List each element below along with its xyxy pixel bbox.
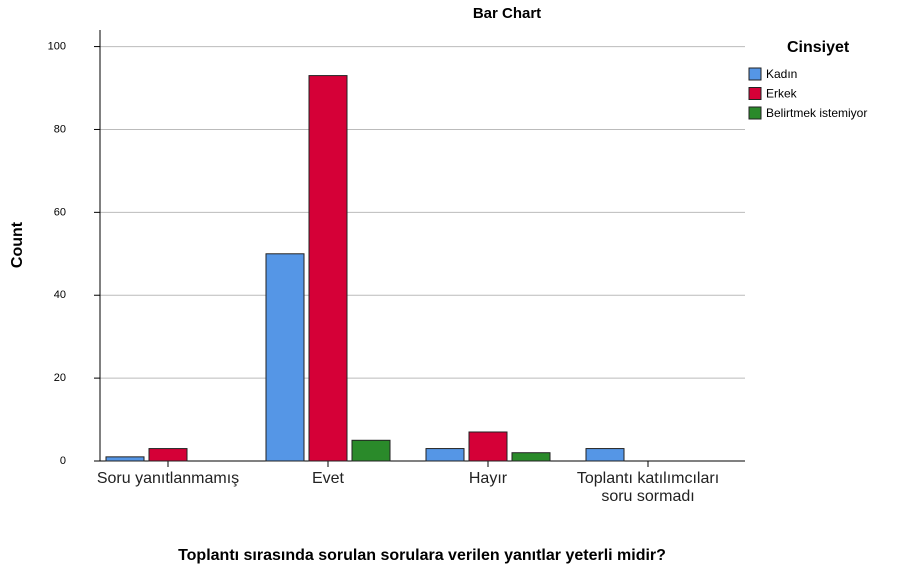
bar <box>511 452 551 462</box>
x-tick-label: Hayır <box>468 470 508 487</box>
y-tick-label: 0 <box>60 455 66 467</box>
x-axis-label: Toplantı sırasında sorulan sorulara veri… <box>178 547 666 564</box>
legend-label: Erkek <box>766 87 798 101</box>
legend-label: Belirtmek istemiyor <box>766 106 867 120</box>
bar <box>468 431 508 462</box>
bar <box>148 448 188 462</box>
y-tick-label: 20 <box>54 372 66 384</box>
chart-title: Bar Chart <box>473 5 541 22</box>
x-tick-label: Toplantı katılımcıları soru sormadı <box>576 470 720 505</box>
legend-swatch <box>748 87 762 100</box>
legend-swatch <box>748 106 762 120</box>
y-tick-label: 100 <box>48 40 66 52</box>
y-tick-label: 40 <box>54 289 66 301</box>
bar <box>585 448 625 462</box>
legend-label: Kadın <box>766 67 797 81</box>
y-tick-label: 60 <box>54 206 66 218</box>
bar <box>105 456 145 462</box>
bar <box>308 75 348 462</box>
bar <box>265 253 305 462</box>
x-tick-label: Evet <box>311 470 344 487</box>
bar <box>351 439 391 462</box>
y-axis-label: Count <box>9 221 26 268</box>
legend-title: Cinsiyet <box>787 39 850 56</box>
y-tick-label: 80 <box>54 123 66 135</box>
x-tick-label: Soru yanıtlanmamış <box>96 470 240 487</box>
legend-swatch <box>748 67 762 81</box>
bar <box>425 448 465 462</box>
